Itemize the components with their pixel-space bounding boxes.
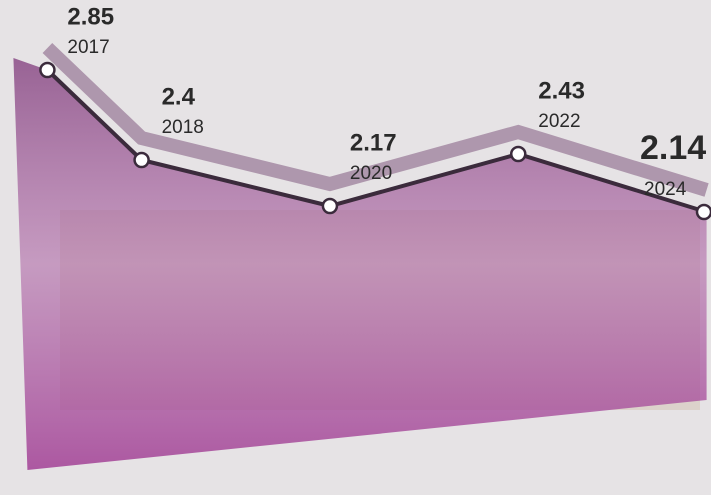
year-label: 2020: [350, 163, 392, 184]
value-label: 2.43: [538, 77, 585, 104]
value-label: 2.17: [350, 129, 397, 156]
year-label: 2018: [162, 117, 204, 138]
chart: 2.85 2017 2.4 2018 2.17 2020 2.43 2022 2.14 2024: [0, 0, 711, 495]
point: [697, 205, 711, 219]
value-label: 2.14: [640, 129, 706, 167]
value-label: 2.4: [162, 83, 196, 110]
page: {"chart_data": {"type": "line", "x": [20…: [0, 0, 711, 495]
point: [323, 199, 337, 213]
year-label: 2017: [67, 37, 109, 58]
point: [135, 153, 149, 167]
point: [511, 147, 525, 161]
value-label: 2.85: [67, 3, 114, 30]
year-label: 2024: [644, 179, 687, 200]
point: [40, 63, 54, 77]
year-label: 2022: [538, 111, 580, 132]
